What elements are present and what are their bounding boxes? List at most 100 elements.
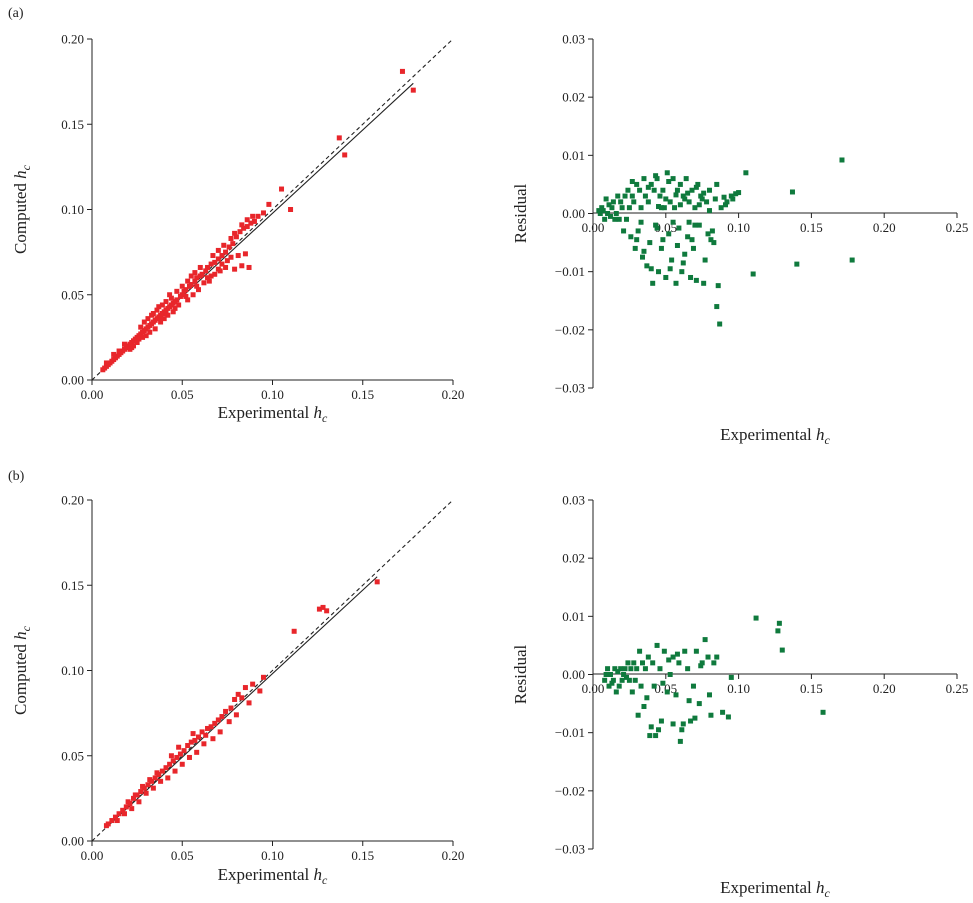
data-point — [618, 199, 624, 205]
data-point — [219, 261, 225, 267]
data-point — [597, 211, 603, 216]
data-point — [208, 261, 214, 267]
y-axis-title-text: Residual — [511, 183, 530, 243]
data-point — [179, 283, 185, 289]
data-point — [208, 724, 214, 730]
x-axis-title: Experimental hc — [218, 403, 328, 425]
data-point — [129, 806, 135, 812]
y-tick-label: 0.02 — [562, 90, 585, 105]
panel-label-b: (b) — [8, 469, 25, 484]
data-point — [250, 681, 256, 687]
y-axis-title-var: h — [11, 631, 30, 640]
data-point — [680, 260, 686, 266]
data-point — [260, 210, 266, 216]
data-point — [730, 196, 736, 202]
data-point — [112, 814, 118, 820]
data-point — [250, 213, 256, 219]
data-point — [131, 795, 137, 801]
data-point — [603, 672, 609, 677]
x-tick-label: 0.05 — [654, 681, 677, 696]
data-point — [673, 280, 679, 286]
data-point — [714, 304, 720, 310]
data-point — [316, 606, 322, 612]
data-point — [244, 217, 250, 223]
data-point — [676, 660, 682, 666]
data-point — [686, 219, 692, 225]
data-point — [190, 292, 196, 298]
x-tick-label: 0.00 — [81, 848, 104, 863]
y-axis-title-subscript: c — [19, 164, 33, 170]
data-point — [226, 244, 232, 250]
data-point — [708, 237, 714, 243]
x-tick-label: 0.10 — [261, 387, 284, 402]
data-point — [136, 336, 142, 342]
x-axis-title-text: Experimental — [720, 425, 816, 444]
data-point — [623, 216, 629, 222]
data-point — [728, 674, 734, 680]
data-point — [615, 669, 621, 675]
data-point — [606, 683, 612, 689]
data-point — [680, 193, 686, 199]
data-point — [712, 196, 718, 202]
data-point — [654, 176, 660, 182]
data-point — [228, 254, 234, 260]
x-axis-title-text: Experimental — [720, 878, 816, 897]
data-point — [634, 237, 640, 243]
data-point — [626, 205, 632, 211]
data-point — [188, 739, 194, 745]
x-tick-label: 0.15 — [351, 848, 374, 863]
data-point — [656, 727, 662, 733]
data-point — [143, 790, 149, 796]
data-point — [197, 264, 203, 270]
data-point — [682, 251, 688, 257]
data-point — [194, 283, 200, 289]
y-axis-title: Computed hc — [11, 164, 33, 254]
data-point — [228, 235, 234, 241]
data-point — [224, 258, 230, 264]
data-point — [670, 219, 676, 225]
data-point — [616, 683, 622, 689]
data-point — [714, 181, 720, 187]
data-point — [666, 179, 672, 185]
x-axis-title: Experimental hc — [720, 425, 830, 447]
data-point — [653, 733, 659, 739]
data-point — [147, 329, 153, 335]
chart-3: 0.00 0.05 0.10 0.15 0.20 0.00 0.05 0.10 0.15 0.20… — [11, 493, 464, 888]
data-point — [820, 709, 826, 715]
x-axis-title-var: h — [314, 865, 323, 884]
data-point — [167, 292, 173, 298]
data-point — [244, 224, 250, 230]
x-axis-title-subscript: c — [825, 433, 831, 447]
data-point — [217, 729, 223, 735]
data-point — [677, 738, 683, 744]
data-point — [695, 181, 701, 187]
data-point — [121, 811, 127, 817]
data-point — [606, 202, 612, 208]
y-axis-title: Computed hc — [11, 625, 33, 715]
data-point — [702, 637, 708, 643]
data-point — [320, 604, 326, 610]
data-point — [692, 222, 698, 228]
data-point — [688, 718, 694, 724]
data-point — [131, 343, 137, 349]
x-tick-label: 0.20 — [442, 848, 465, 863]
data-point — [154, 770, 160, 776]
data-point — [206, 278, 212, 284]
data-point — [167, 761, 173, 767]
data-point — [165, 775, 171, 781]
y-tick-label: 0.15 — [61, 117, 84, 132]
data-point — [138, 789, 144, 795]
data-point — [711, 240, 717, 246]
data-point — [641, 703, 647, 709]
data-point — [210, 736, 216, 742]
y-tick-label: 0.00 — [61, 834, 84, 849]
data-point — [701, 190, 707, 196]
data-point — [645, 654, 651, 660]
data-point — [634, 666, 640, 672]
data-point — [192, 270, 198, 276]
data-point — [134, 339, 140, 345]
data-point — [168, 295, 174, 301]
data-point — [670, 721, 676, 727]
data-point — [672, 205, 678, 211]
data-point — [706, 208, 712, 214]
